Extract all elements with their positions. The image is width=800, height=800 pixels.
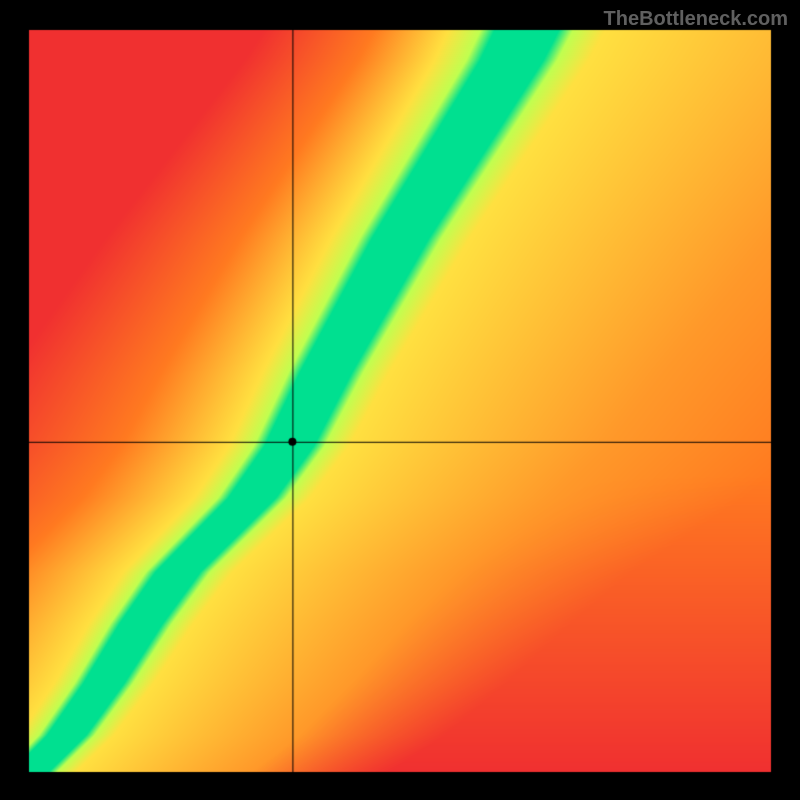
watermark-text: TheBottleneck.com	[604, 8, 788, 31]
chart-container: TheBottleneck.com	[0, 0, 800, 800]
bottleneck-heatmap	[0, 0, 800, 800]
